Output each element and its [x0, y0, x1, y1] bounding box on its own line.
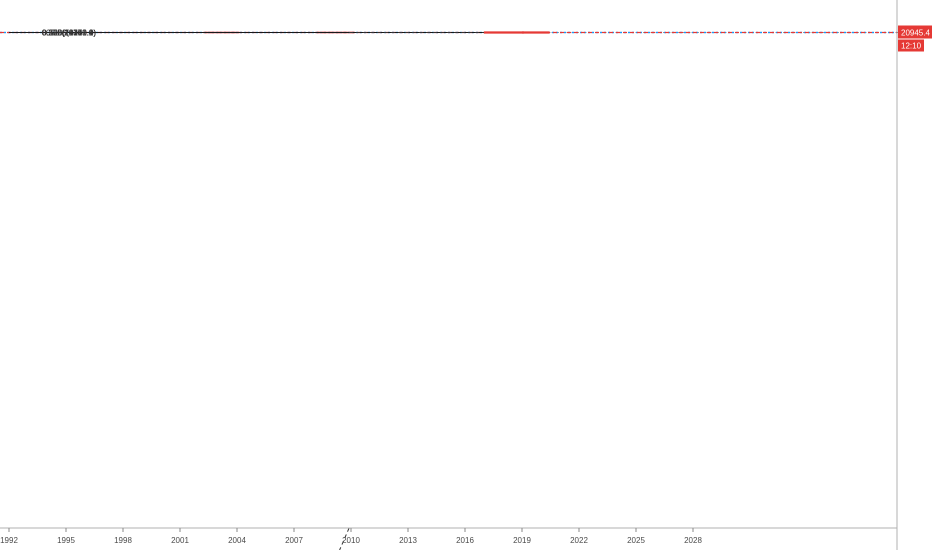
fib-level-label: 0.382(18169.1) — [42, 29, 97, 38]
x-tick-label: 2013 — [399, 536, 417, 545]
x-tick-label: 2001 — [171, 536, 189, 545]
x-tick-label: 1995 — [57, 536, 75, 545]
last-price-value: 20945.4 — [901, 29, 930, 38]
countdown-value: 12:10 — [901, 42, 922, 51]
x-tick-label: 2010 — [342, 536, 360, 545]
last-price-tag — [898, 25, 932, 39]
trend-line-extension — [339, 527, 350, 550]
x-tick-label: 2004 — [228, 536, 246, 545]
x-tick-label: 2022 — [570, 536, 588, 545]
fib-level-label: 0.786(6319.2) — [46, 29, 96, 38]
x-tick-label: 1998 — [114, 536, 132, 545]
x-tick-label: 1992 — [0, 536, 18, 545]
fib-level-label: 0(29373.6) — [57, 29, 96, 38]
x-tick-label: 2028 — [684, 536, 702, 545]
x-tick-label: 2007 — [285, 536, 303, 545]
countdown-tag — [898, 39, 924, 52]
fib-level-label: 0.236(22451.4) — [42, 29, 97, 38]
fib-level-label: 0.618(11246.9) — [42, 29, 96, 38]
fib-level-label: 0.5(14708.0) — [51, 29, 97, 38]
x-tick-label: 2025 — [627, 536, 645, 545]
x-tick-label: 2019 — [513, 536, 531, 545]
x-tick-label: 2016 — [456, 536, 474, 545]
